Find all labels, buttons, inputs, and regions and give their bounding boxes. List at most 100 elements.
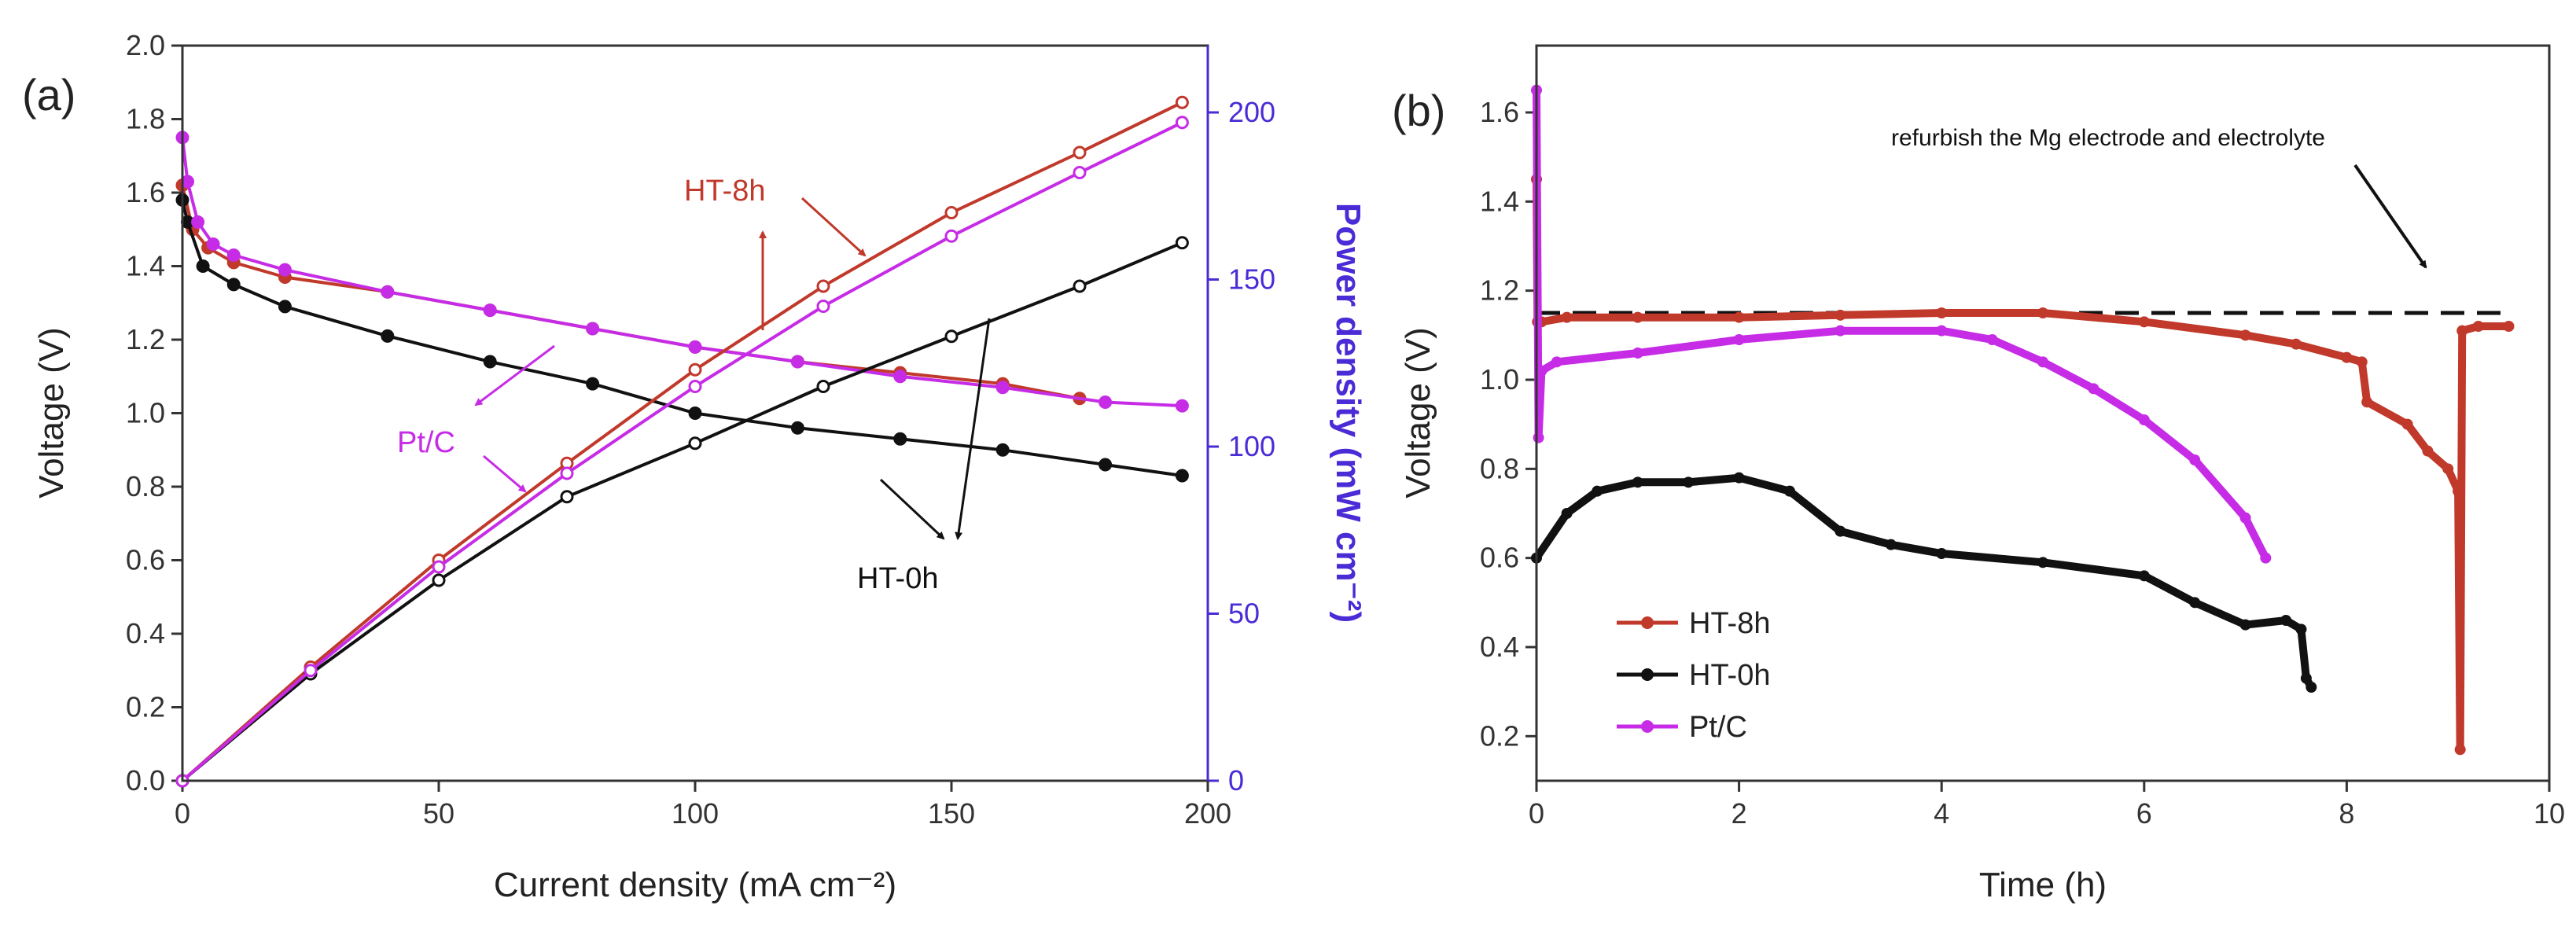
point-pt-c-voltage-5 [278, 263, 292, 277]
panel-b-x-axis-label: Time (h) [1979, 866, 2107, 904]
y2-tick-label-150: 150 [1228, 263, 1275, 296]
line-ht-0h-voltage [181, 199, 1183, 477]
point-ht-8h-10 [2239, 329, 2251, 341]
y-tick-label-5: 1.0 [126, 397, 165, 429]
point-ht-0h-6 [1784, 485, 1795, 497]
point-ht-0h-voltage-11 [995, 443, 1010, 457]
point-ht-8h-power-7 [1073, 145, 1087, 160]
point-pt-c-voltage-12 [995, 381, 1010, 395]
point-ht-8h-18 [2453, 485, 2464, 497]
point-ht-0h-voltage-5 [381, 329, 395, 343]
x-tick-label-0: 0 [175, 797, 190, 830]
b-y-tick-label-4: 1.0 [1480, 363, 1519, 395]
point-ht-0h-9 [1936, 548, 1948, 559]
point-pt-c-power-6 [944, 229, 959, 243]
y2-tick-label-100: 100 [1228, 430, 1275, 462]
point-pt-c-3 [1551, 356, 1562, 368]
arrow-ht0h-to-voltage [879, 478, 945, 540]
point-ht-0h-power-2 [432, 573, 446, 587]
b-x-tick-label-4: 4 [1934, 797, 1949, 830]
legend-label-ht0h: HT-0h [1689, 659, 1770, 692]
point-ht-8h-12 [2341, 351, 2353, 363]
point-pt-c-13 [2239, 512, 2251, 524]
series-pt-c-voltage [175, 131, 1189, 413]
point-pt-c-6 [1834, 325, 1846, 337]
y-tick-label-2: 0.4 [126, 617, 165, 649]
legend: HT-8h HT-0h Pt/C [1617, 607, 1770, 744]
panel-b-series [1531, 84, 2515, 756]
point-pt-c-7 [1936, 325, 1948, 337]
point-ht-0h-voltage-7 [586, 377, 600, 391]
panel-a-series [175, 95, 1189, 788]
point-pt-c-voltage-2 [191, 215, 205, 229]
point-pt-c-power-7 [1073, 166, 1087, 179]
legend-label-ht8h: HT-8h [1689, 607, 1770, 640]
point-ht-0h-voltage-6 [483, 355, 497, 369]
refurbish-arrow [2353, 164, 2427, 269]
point-ht-0h-1 [1561, 508, 1573, 519]
panel-a: (a) 0 50 100 150 200 0.0 0.2 0.4 0.6 0.8 1.0 1.2 1.4… [22, 29, 1367, 904]
line-ht-0h [1533, 473, 2316, 691]
point-pt-c-9 [2037, 356, 2048, 368]
b-x-tick-label-8: 8 [2339, 797, 2354, 830]
legend-marker-ptc [1641, 720, 1654, 733]
point-ht-0h-voltage-4 [278, 300, 292, 314]
b-y-tick-label-0: 0.2 [1480, 719, 1519, 752]
y-tick-label-10: 2.0 [126, 29, 165, 61]
point-pt-c-12 [2189, 454, 2201, 465]
b-y-tick-label-6: 1.4 [1480, 185, 1519, 217]
point-pt-c-power-1 [304, 664, 318, 678]
panel-b-y-axis-label: Voltage (V) [1399, 327, 1437, 498]
y2-tick-label-0: 0 [1228, 764, 1244, 796]
point-ht-8h-14 [2361, 396, 2373, 408]
point-ht-8h-3 [1561, 311, 1573, 323]
arrow-ptc-to-voltage [474, 344, 555, 406]
point-ht-0h-voltage-3 [226, 278, 241, 292]
panel-a-label: (a) [22, 70, 75, 120]
panel-b-ticks: 0 2 4 6 8 10 0.2 0.4 0.6 0.8 1.0 1.2 1.4 1.6 [1480, 96, 2565, 830]
annotation-ptc: Pt/C [397, 426, 455, 459]
point-ht-0h-14 [2280, 615, 2292, 626]
point-pt-c-voltage-3 [206, 237, 220, 251]
line-ht-8h-power [181, 101, 1183, 782]
point-ht-8h-8 [2037, 307, 2048, 318]
point-ht-0h-12 [2189, 597, 2201, 609]
point-ht-0h-17 [2306, 682, 2317, 693]
y-tick-label-6: 1.2 [126, 323, 165, 355]
point-pt-c-voltage-4 [226, 248, 241, 262]
series-ht-0h [1531, 472, 2317, 693]
point-pt-c-voltage-13 [1098, 395, 1113, 409]
point-pt-c-voltage-6 [381, 285, 395, 299]
point-pt-c-11 [2138, 414, 2150, 425]
point-ht-8h-4 [1632, 311, 1643, 323]
b-y-tick-label-3: 0.8 [1480, 452, 1519, 484]
point-ht-0h-8 [1885, 539, 1897, 550]
point-ht-0h-power-7 [1073, 279, 1087, 293]
b-y-tick-label-7: 1.6 [1480, 96, 1519, 128]
point-pt-c-voltage-14 [1175, 399, 1189, 413]
refurbish-annotation: refurbish the Mg electrode and electroly… [1891, 125, 2325, 151]
line-pt-c-voltage [181, 137, 1183, 408]
b-x-tick-label-10: 10 [2534, 797, 2565, 830]
point-ht-8h-7 [1936, 307, 1948, 318]
point-pt-c-8 [1986, 334, 1998, 345]
point-pt-c-power-4 [688, 380, 702, 393]
point-pt-c-voltage-1 [181, 175, 195, 189]
panel-b-label: (b) [1392, 86, 1445, 135]
point-ht-0h-5 [1733, 472, 1745, 484]
point-ht-8h-power-8 [1175, 95, 1189, 109]
panel-b: (b) 0 2 4 6 8 10 0.2 0.4 0.6 0.8 1.0 1.2 1.4 1.6 Volt… [1392, 44, 2565, 904]
point-ht-8h-power-5 [816, 279, 830, 293]
point-pt-c-power-8 [1175, 116, 1189, 130]
panel-a-y2-axis-label: Power density (mW cm⁻²) [1329, 203, 1367, 623]
b-x-tick-label-0: 0 [1529, 797, 1544, 830]
point-pt-c-voltage-7 [483, 303, 497, 318]
legend-label-ptc: Pt/C [1689, 711, 1747, 744]
point-ht-0h-15 [2295, 624, 2307, 635]
point-ht-0h-2 [1592, 485, 1603, 497]
point-pt-c-power-5 [816, 300, 830, 313]
point-ht-0h-11 [2138, 570, 2150, 582]
point-ht-0h-7 [1834, 525, 1846, 537]
point-ht-8h-power-6 [944, 206, 959, 219]
